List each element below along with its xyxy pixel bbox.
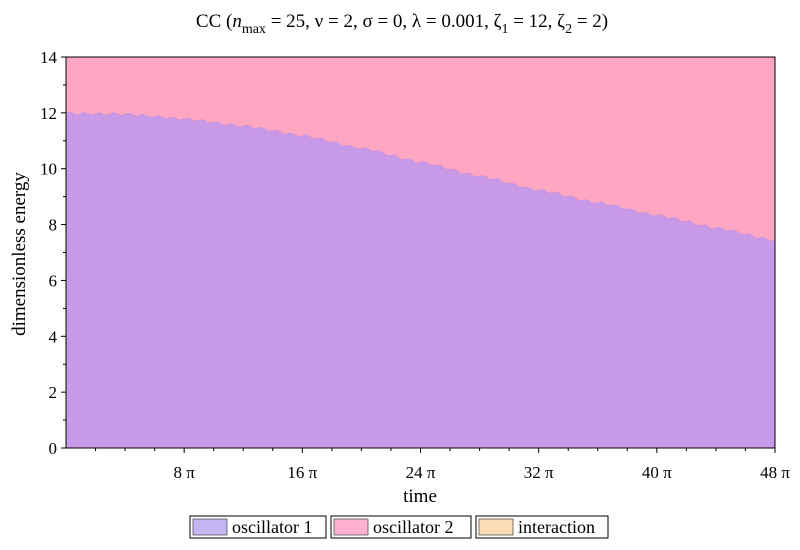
x-tick-label: 16 π <box>287 463 317 482</box>
title-prefix: CC ( <box>196 11 232 32</box>
legend-label: oscillator 1 <box>232 517 312 537</box>
y-tick-label: 8 <box>49 216 58 235</box>
legend-label: interaction <box>518 517 595 537</box>
title-rest3: = 2) <box>572 11 608 32</box>
legend-label: oscillator 2 <box>373 517 453 537</box>
y-tick-label: 14 <box>40 48 58 67</box>
legend: oscillator 1 oscillator 2 interaction <box>189 515 609 539</box>
y-axis-title: dimensionless energy <box>9 172 30 336</box>
x-tick-label: 40 π <box>642 463 672 482</box>
axes: 0 2 4 6 8 10 12 14 8 π 16 π 24 π 32 π 40 π 48 π <box>40 48 790 482</box>
legend-swatch <box>333 518 369 536</box>
y-tick-label: 10 <box>40 160 57 179</box>
x-tick-label: 32 π <box>524 463 554 482</box>
y-tick-label: 6 <box>49 271 58 290</box>
title-n-sub: max <box>242 22 266 37</box>
chart-title: CC (nmax = 25, ν = 2, σ = 0, λ = 0.001, … <box>196 11 608 37</box>
x-tick-label: 8 π <box>173 463 195 482</box>
x-tick-label: 48 π <box>760 463 790 482</box>
title-rest2: = 12, ζ <box>508 11 565 32</box>
title-zeta2-sub: 2 <box>565 22 572 37</box>
title-rest1: = 25, ν = 2, σ = 0, λ = 0.001, ζ <box>266 11 502 32</box>
y-tick-label: 2 <box>49 383 58 402</box>
y-tick-label: 12 <box>40 104 57 123</box>
legend-swatch <box>478 518 514 536</box>
y-tick-label: 4 <box>49 327 58 346</box>
x-axis-title: time <box>403 486 437 507</box>
plot-area <box>65 56 776 449</box>
y-tick-label: 0 <box>49 439 58 458</box>
x-tick-label: 24 π <box>406 463 436 482</box>
title-zeta1-sub: 1 <box>501 22 508 37</box>
legend-swatch <box>192 518 228 536</box>
title-n: n <box>232 11 242 32</box>
